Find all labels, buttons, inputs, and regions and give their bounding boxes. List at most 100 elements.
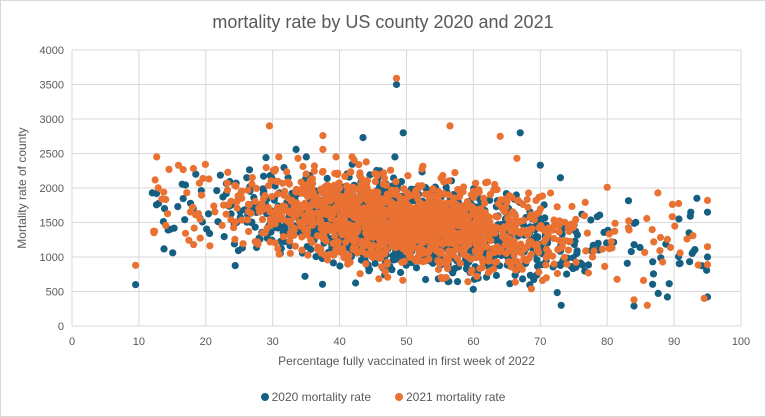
data-point xyxy=(314,245,322,253)
data-point xyxy=(374,230,382,238)
data-point xyxy=(509,208,517,216)
data-point xyxy=(353,228,361,236)
data-point xyxy=(224,168,232,176)
data-point xyxy=(481,209,489,217)
data-point xyxy=(273,213,282,221)
data-point xyxy=(258,215,267,223)
data-point xyxy=(348,153,356,161)
data-point xyxy=(302,170,310,178)
data-point xyxy=(556,261,565,269)
data-point xyxy=(686,258,694,266)
data-point xyxy=(485,253,493,261)
data-point xyxy=(700,294,708,302)
data-point xyxy=(477,226,485,234)
data-point xyxy=(286,237,294,245)
data-point xyxy=(223,179,231,187)
data-point xyxy=(363,192,372,200)
data-point xyxy=(397,268,405,277)
data-point xyxy=(410,209,418,217)
data-point xyxy=(465,203,473,211)
data-point xyxy=(364,233,372,241)
data-point xyxy=(293,199,301,207)
data-point xyxy=(211,208,219,216)
data-point xyxy=(320,196,329,204)
data-point xyxy=(625,217,633,225)
data-point xyxy=(351,244,359,252)
data-point xyxy=(482,232,490,240)
data-point xyxy=(251,197,259,205)
data-point xyxy=(317,185,325,193)
data-point xyxy=(275,153,283,161)
data-point xyxy=(494,200,503,208)
series-0 xyxy=(132,80,712,310)
data-point xyxy=(274,190,282,198)
data-point xyxy=(299,162,307,171)
data-point xyxy=(190,224,198,232)
data-point xyxy=(541,214,549,222)
data-point xyxy=(247,209,255,217)
data-point xyxy=(572,263,580,271)
data-point xyxy=(506,244,515,253)
data-point xyxy=(360,204,368,212)
data-point xyxy=(319,132,327,140)
data-point xyxy=(398,258,406,266)
data-point xyxy=(262,164,270,172)
data-point xyxy=(260,172,268,180)
legend-item-2021: 2021 mortality rate xyxy=(395,390,505,404)
data-point xyxy=(429,185,437,193)
data-point xyxy=(162,195,170,204)
legend-item-2020: 2020 mortality rate xyxy=(260,390,371,404)
data-point xyxy=(496,132,504,140)
data-point xyxy=(403,231,411,239)
data-point xyxy=(584,269,593,277)
data-point xyxy=(511,278,519,286)
data-point xyxy=(543,245,551,253)
data-point xyxy=(381,268,389,276)
data-point xyxy=(232,182,240,190)
data-point xyxy=(455,215,463,223)
data-point xyxy=(387,166,395,174)
series-1 xyxy=(132,74,712,309)
data-point xyxy=(132,281,140,289)
data-point xyxy=(148,189,156,197)
data-point xyxy=(555,228,563,236)
data-point xyxy=(297,206,305,214)
data-point xyxy=(352,279,360,287)
x-tick-label: 70 xyxy=(534,336,546,348)
data-point xyxy=(230,224,238,232)
data-point xyxy=(342,198,350,206)
data-point xyxy=(694,261,702,269)
data-point xyxy=(234,195,242,203)
data-point xyxy=(531,241,540,249)
data-point xyxy=(476,264,484,273)
data-point xyxy=(346,258,354,266)
data-point xyxy=(514,196,522,204)
data-point xyxy=(308,175,316,183)
data-point xyxy=(303,228,311,236)
data-point xyxy=(388,242,396,250)
data-point xyxy=(493,186,501,194)
data-point xyxy=(497,245,505,253)
data-point xyxy=(179,166,187,174)
data-point xyxy=(573,247,581,255)
data-point xyxy=(553,269,562,278)
data-point xyxy=(271,239,279,247)
data-point xyxy=(583,229,592,237)
data-point xyxy=(174,161,183,169)
data-point xyxy=(543,228,551,236)
data-point xyxy=(467,191,475,199)
data-point xyxy=(558,242,567,250)
data-point xyxy=(491,258,499,266)
data-point xyxy=(630,219,638,227)
data-point xyxy=(445,191,453,199)
data-point xyxy=(553,289,561,297)
data-point xyxy=(508,194,516,202)
data-point xyxy=(611,219,619,227)
x-axis-label: Percentage fully vaccinated in first wee… xyxy=(278,354,535,368)
data-point xyxy=(412,264,421,272)
data-point xyxy=(636,243,644,252)
data-point xyxy=(280,191,288,199)
data-point xyxy=(265,122,273,130)
data-point xyxy=(566,237,574,245)
data-point xyxy=(248,174,256,182)
